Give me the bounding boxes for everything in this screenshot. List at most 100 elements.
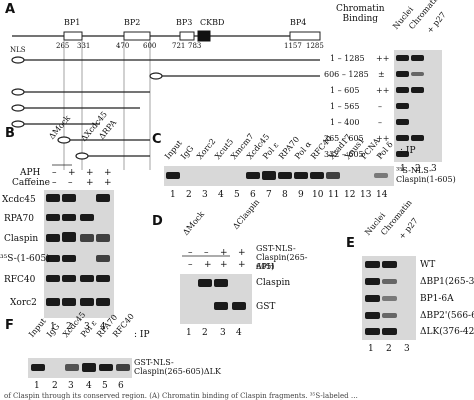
gel-band	[82, 363, 96, 372]
gel-band	[382, 313, 397, 318]
lane-number: 3	[220, 328, 226, 338]
gel-band	[396, 103, 409, 109]
d-row-label: APH	[256, 262, 275, 271]
gel-band	[62, 298, 76, 306]
panel-label-c: C	[152, 132, 162, 147]
lane-number: 3	[404, 344, 410, 354]
pos-265: 265	[56, 42, 70, 50]
d-sign: –	[188, 260, 193, 270]
gel-band	[46, 214, 60, 221]
lane-number: 10	[312, 190, 324, 200]
gel-band	[365, 295, 380, 302]
lane-number: 1	[34, 381, 40, 391]
gel-band	[382, 261, 397, 268]
gel-band	[262, 171, 276, 180]
gel-band	[96, 298, 110, 306]
lane-number: 5	[102, 381, 108, 391]
gel-band	[46, 234, 60, 242]
binding-value: ++	[376, 54, 390, 63]
d-sign: –	[204, 248, 209, 258]
panel-label-a: A	[5, 2, 16, 17]
lane-number: 14	[376, 190, 388, 200]
panel-b-gel	[44, 190, 114, 318]
domain-label-bp4: BP4	[290, 18, 307, 27]
lane-number: 8	[282, 190, 288, 200]
gel-band	[396, 151, 409, 157]
lane-number: 1	[186, 328, 192, 338]
gel-band	[365, 312, 380, 319]
gel-band	[411, 55, 424, 61]
gel-band	[80, 214, 94, 221]
b-blot-label: RFC40	[4, 275, 36, 285]
gel-band	[382, 296, 397, 301]
binding-value: ±	[378, 70, 385, 79]
lane-number: 4	[236, 328, 242, 338]
pos-783: 783	[188, 42, 202, 50]
gel-band	[365, 278, 380, 285]
nls-label: NLS	[10, 46, 26, 54]
gel-band	[62, 194, 76, 202]
d-sign: –	[188, 248, 193, 258]
panel-label-b: B	[5, 126, 15, 141]
b-sign: –	[52, 168, 57, 178]
gel-band	[166, 172, 180, 179]
f-ip-label: : IP	[134, 330, 150, 340]
gel-band	[411, 87, 424, 93]
pos-721: 721	[172, 42, 186, 50]
lane-number: 12	[344, 190, 356, 200]
lane-number: 7	[266, 190, 272, 200]
lane-number: 2	[202, 328, 208, 338]
gel-band	[382, 279, 397, 284]
domain-label-ckbd: CKBD	[200, 18, 225, 27]
lane-number: 11	[328, 190, 340, 200]
lane-number: 3	[202, 190, 208, 200]
gel-band	[396, 71, 409, 77]
d-sign: +	[204, 260, 212, 270]
b-blot-label: ³⁵S-(1-605)	[0, 254, 50, 264]
b-blot-label: RPA70	[4, 214, 34, 224]
b-blot-label: Claspin	[4, 234, 39, 244]
gel-band	[46, 298, 60, 306]
d-sign: +	[238, 248, 246, 258]
panel-label-e: E	[346, 236, 355, 251]
d-sign: +	[238, 260, 246, 270]
b-sign: +	[68, 168, 76, 178]
lane-number: 2	[66, 322, 72, 332]
lane-number: 3	[68, 381, 74, 391]
gel-band	[46, 194, 60, 202]
chromatin-binding-header: Chromatin Binding	[336, 4, 385, 24]
lane-number: 4	[218, 190, 224, 200]
gel-band	[326, 172, 340, 179]
f-blot-label: GST-NLS- Claspin(265-605)ΔLK	[134, 358, 221, 376]
construct-label: 1 – 400	[330, 118, 360, 127]
d-blot-label: Claspin	[256, 278, 291, 288]
binding-value: ++	[376, 86, 390, 95]
gel-band	[80, 234, 94, 242]
gel-band	[65, 364, 79, 371]
gel-band	[116, 364, 130, 371]
gel-band	[62, 275, 76, 282]
b-sign: +	[104, 168, 112, 178]
lane-number: 2	[415, 164, 421, 174]
construct-label: 606 – 1285	[324, 70, 369, 79]
lane-number: 6	[118, 381, 124, 391]
lane-number: 13	[360, 190, 372, 200]
e-row-label: ΔLK(376-425)	[420, 327, 474, 337]
binding-value: ++	[376, 134, 390, 143]
b-sign: +	[104, 178, 112, 188]
lane-number: 9	[298, 190, 304, 200]
lane-number: 1	[170, 190, 176, 200]
gel-band	[382, 328, 397, 335]
binding-value: –	[378, 118, 382, 127]
domain-label-bp3: BP3	[176, 18, 193, 27]
c-blot-label: ³⁵S-NLS- Claspin(1-605)	[396, 166, 456, 184]
gel-band	[411, 72, 424, 76]
b-sign: +	[86, 168, 94, 178]
gel-band	[310, 172, 324, 179]
gel-band	[246, 172, 260, 179]
e-row-label: WT	[420, 260, 436, 270]
lane-number: 2	[186, 190, 192, 200]
gel-band	[31, 364, 45, 371]
